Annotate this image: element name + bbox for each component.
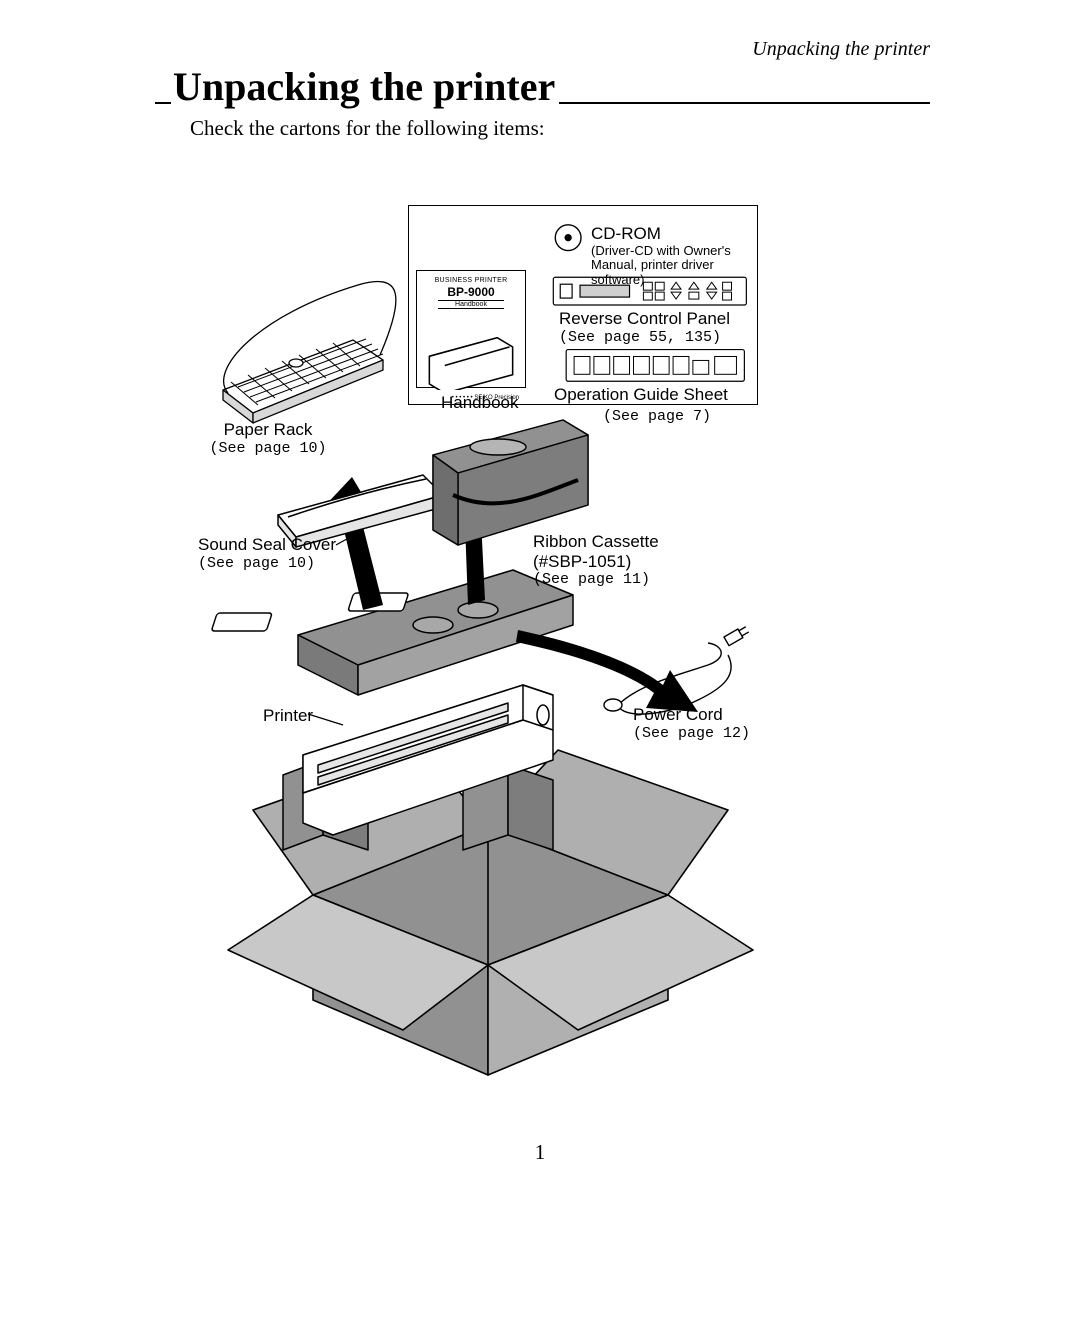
handbook-panel: BUSINESS PRINTER BP-9000 Handbook • • • … [416,270,526,388]
paper-rack-icon [223,281,396,423]
section-heading-row: Unpacking the printer [155,63,930,110]
sound-seal-label: Sound Seal Cover (See page 10) [198,535,336,572]
printer-label: Printer [263,706,313,726]
page-number: 1 [0,1140,1080,1165]
handbook-subtitle: Handbook [438,300,504,309]
cd-icon [555,225,581,251]
rule-right [559,102,930,104]
unpacking-diagram: CD-ROM (Driver-CD with Owner's Manual, p… [168,195,803,1095]
paper-rack-label: Paper Rack (See page 10) [203,420,333,457]
ribbon-cassette-icon [433,420,588,545]
handbook-caption: Handbook [441,393,519,413]
handbook-toptext: BUSINESS PRINTER [417,277,525,284]
ribbon-label: Ribbon Cassette (#SBP-1051) (See page 11… [533,532,659,588]
guide-sheet-icon [566,350,744,382]
section-heading: Unpacking the printer [171,63,559,110]
rev-panel-label: Reverse Control Panel (See page 55, 135) [559,309,730,346]
intro-text: Check the cartons for the following item… [190,116,545,141]
running-head: Unpacking the printer [752,38,930,61]
cdrom-label: CD-ROM (Driver-CD with Owner's Manual, p… [591,224,751,288]
op-guide-label: Operation Guide Sheet [554,385,728,405]
rule-left [155,102,171,104]
op-guide-sub: (See page 7) [603,405,711,425]
handbook-model: BP-9000 [417,285,525,299]
power-label: Power Cord (See page 12) [633,705,750,742]
